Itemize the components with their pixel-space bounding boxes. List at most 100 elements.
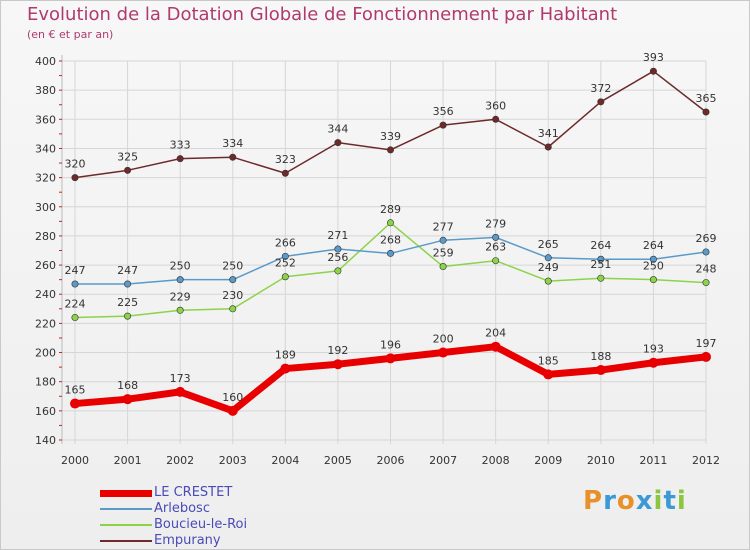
data-label-empurany: 334: [222, 137, 243, 150]
x-tick-label: 2012: [692, 454, 720, 467]
data-point-arlebosc: [71, 280, 79, 288]
data-point-empurany: [544, 143, 552, 151]
x-tick-label: 2002: [166, 454, 194, 467]
data-point-empurany: [649, 67, 657, 75]
data-label-boucieu-le-roi: 248: [696, 263, 717, 276]
data-point-empurany: [124, 166, 132, 174]
data-point-arlebosc: [281, 252, 289, 260]
x-tick-label: 2003: [219, 454, 247, 467]
y-tick-label: 260: [35, 259, 56, 272]
logo-letter: o: [616, 486, 636, 516]
data-label-arlebosc: 264: [643, 239, 664, 252]
data-point-boucieu-le-roi: [386, 219, 394, 227]
data-point-boucieu-le-roi: [597, 274, 605, 282]
data-point-arlebosc: [544, 254, 552, 262]
proxiti-logo: Proxiti: [583, 486, 687, 516]
data-label-empurany: 325: [117, 150, 138, 163]
data-label-le-crestet: 168: [117, 379, 138, 392]
y-tick-label: 280: [35, 230, 56, 243]
data-label-arlebosc: 247: [65, 264, 86, 277]
data-point-boucieu-le-roi: [649, 276, 657, 284]
data-label-arlebosc: 264: [590, 239, 611, 252]
data-label-le-crestet: 197: [696, 337, 717, 350]
data-label-empurany: 360: [485, 99, 506, 112]
data-label-arlebosc: 247: [117, 264, 138, 277]
data-point-arlebosc: [649, 255, 657, 263]
data-label-empurany: 344: [327, 123, 348, 136]
data-point-arlebosc: [124, 280, 132, 288]
data-label-le-crestet: 165: [65, 384, 86, 397]
x-tick-label: 2009: [534, 454, 562, 467]
data-label-boucieu-le-roi: 263: [485, 241, 506, 254]
data-point-empurany: [492, 115, 500, 123]
data-point-le-crestet: [122, 394, 133, 405]
y-tick-label: 320: [35, 172, 56, 185]
data-label-arlebosc: 250: [170, 260, 191, 273]
data-point-empurany: [386, 146, 394, 154]
x-tick-label: 2011: [639, 454, 667, 467]
data-point-le-crestet: [543, 369, 554, 380]
data-label-arlebosc: 279: [485, 217, 506, 230]
data-label-le-crestet: 204: [485, 327, 506, 340]
logo-letter: x: [635, 486, 654, 516]
y-tick-label: 380: [35, 84, 56, 97]
y-tick-label: 240: [35, 288, 56, 301]
legend-label: Boucieu-le-Roi: [154, 517, 248, 532]
y-tick-label: 400: [35, 55, 56, 68]
data-label-le-crestet: 192: [327, 344, 348, 357]
x-tick-label: 2000: [61, 454, 89, 467]
y-tick-label: 220: [35, 317, 56, 330]
data-label-empurany: 320: [65, 158, 86, 171]
data-label-arlebosc: 268: [380, 233, 401, 246]
data-label-le-crestet: 160: [222, 391, 243, 404]
data-label-le-crestet: 193: [643, 343, 664, 356]
data-point-empurany: [281, 169, 289, 177]
data-point-empurany: [176, 155, 184, 163]
data-point-empurany: [334, 139, 342, 147]
data-point-boucieu-le-roi: [439, 263, 447, 271]
data-label-empurany: 323: [275, 153, 296, 166]
data-point-le-crestet: [701, 351, 711, 362]
x-tick-label: 2010: [587, 454, 615, 467]
data-label-boucieu-le-roi: 259: [433, 247, 454, 260]
data-point-empurany: [229, 153, 237, 161]
data-point-arlebosc: [229, 276, 237, 284]
data-point-le-crestet: [648, 357, 659, 368]
data-point-arlebosc: [702, 248, 710, 256]
data-point-arlebosc: [597, 255, 605, 263]
y-tick-label: 180: [35, 376, 56, 389]
data-point-empurany: [71, 174, 79, 182]
chart-subtitle: (en € et par an): [27, 28, 114, 41]
legend-swatch: [100, 508, 152, 510]
data-point-boucieu-le-roi: [544, 277, 552, 285]
legend-swatch: [100, 540, 152, 542]
y-tick-label: 300: [35, 201, 56, 214]
data-point-boucieu-le-roi: [229, 305, 237, 313]
x-tick-label: 2006: [377, 454, 405, 467]
data-point-empurany: [702, 108, 710, 116]
data-point-le-crestet: [280, 363, 291, 374]
data-label-le-crestet: 185: [538, 354, 559, 367]
logo-letter: t: [663, 486, 677, 516]
data-point-boucieu-le-roi: [71, 314, 79, 322]
data-label-boucieu-le-roi: 256: [327, 251, 348, 264]
legend-label: LE CRESTET: [154, 485, 233, 500]
data-label-le-crestet: 188: [590, 350, 611, 363]
data-label-boucieu-le-roi: 252: [275, 257, 296, 270]
data-label-le-crestet: 189: [275, 349, 296, 362]
data-label-boucieu-le-roi: 249: [538, 261, 559, 274]
data-point-boucieu-le-roi: [334, 267, 342, 275]
data-point-le-crestet: [70, 398, 80, 409]
data-point-arlebosc: [176, 276, 184, 284]
x-tick-label: 2001: [114, 454, 142, 467]
data-point-le-crestet: [438, 347, 449, 358]
data-point-le-crestet: [332, 359, 343, 370]
data-point-boucieu-le-roi: [492, 257, 500, 265]
data-label-le-crestet: 196: [380, 338, 401, 351]
x-tick-label: 2005: [324, 454, 352, 467]
data-label-arlebosc: 250: [222, 260, 243, 273]
data-label-arlebosc: 271: [327, 229, 348, 242]
y-tick-label: 200: [35, 347, 56, 360]
x-tick-label: 2008: [482, 454, 510, 467]
